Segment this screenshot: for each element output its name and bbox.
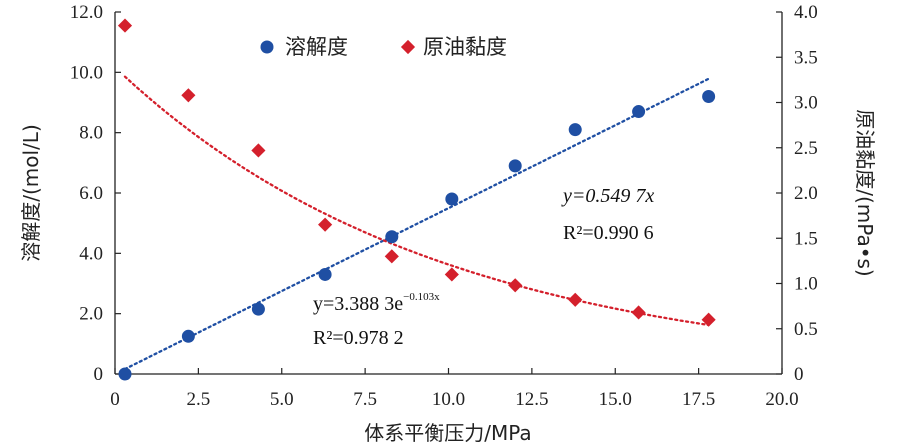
- solubility-point: [385, 230, 399, 244]
- x-tick-label: 0: [110, 389, 120, 410]
- exponential-fit-annotation: y=3.388 3e−0.103x R²=0.978 2: [313, 291, 440, 349]
- x-axis-label: 体系平衡压力/MPa: [364, 421, 531, 445]
- exponential-fit-line: [123, 75, 710, 327]
- x-tick-label: 2.5: [187, 389, 211, 410]
- solubility-point: [181, 329, 195, 343]
- exp-fit-equation: y=3.388 3e−0.103x: [313, 291, 440, 315]
- right-y-tick-label: 4.0: [794, 2, 818, 23]
- left-y-tick-label: 2.0: [79, 304, 103, 325]
- x-tick-label: 15.0: [599, 389, 632, 410]
- right-y-tick-label: 1.5: [794, 228, 818, 249]
- solubility-point: [702, 89, 716, 103]
- left-y-tick-label: 12.0: [70, 2, 103, 23]
- viscosity-point: [384, 249, 399, 264]
- left-y-tick-label: 6.0: [79, 183, 103, 204]
- chart-text: 体系平衡压力/MPa 溶解度/(mol/L) 原油黏度/(mPa•s) 溶解度 …: [19, 35, 877, 445]
- x-tick-label: 20.0: [765, 389, 798, 410]
- solubility-point: [568, 123, 582, 137]
- viscosity-point: [318, 217, 333, 232]
- x-tick-label: 12.5: [515, 389, 548, 410]
- left-y-tick-label: 0: [94, 364, 104, 385]
- right-y-tick-label: 0.5: [794, 319, 818, 340]
- solubility-point: [251, 302, 265, 316]
- right-y-tick-label: 3.0: [794, 93, 818, 114]
- solubility-point: [632, 105, 646, 119]
- right-y-tick-label: 1.0: [794, 274, 818, 295]
- left-y-tick-label: 10.0: [70, 62, 103, 83]
- linear-fit-equation: y=0.549 7x: [561, 185, 654, 207]
- x-tick-label: 17.5: [682, 389, 715, 410]
- exp-fit-base: y=3.388 3e: [313, 293, 403, 315]
- right-y-tick-label: 0: [794, 364, 804, 385]
- legend-marker-viscosity: [400, 39, 416, 55]
- legend-label-solubility: 溶解度: [285, 35, 348, 59]
- fit-lines: [123, 75, 710, 371]
- linear-fit-line: [123, 77, 710, 371]
- solubility-point: [118, 367, 132, 381]
- axes: 0 2.5 5.0 7.5 10.0 12.5 15.0 17.5 20.0 0 2.0 4.0 6.0…: [70, 2, 818, 410]
- solubility-point: [508, 159, 522, 173]
- right-y-axis-label: 原油黏度/(mPa•s): [853, 109, 877, 276]
- viscosity-point: [631, 305, 646, 320]
- legend-marker-solubility: [260, 40, 274, 54]
- right-y-tick-label: 2.0: [794, 183, 818, 204]
- left-y-tick-label: 8.0: [79, 123, 103, 144]
- viscosity-point: [444, 267, 459, 282]
- right-y-tick-label: 3.5: [794, 47, 818, 68]
- x-tick-label: 7.5: [353, 389, 377, 410]
- exp-fit-r2: R²=0.978 2: [313, 327, 404, 349]
- legend-label-viscosity: 原油黏度: [423, 35, 507, 59]
- viscosity-point: [568, 292, 583, 307]
- exp-fit-exponent: −0.103x: [403, 291, 440, 303]
- solubility-point: [445, 192, 459, 206]
- linear-fit-annotation: y=0.549 7x R²=0.990 6: [561, 185, 654, 244]
- linear-fit-r2: R²=0.990 6: [563, 222, 654, 244]
- viscosity-point: [508, 278, 523, 293]
- x-tick-label: 5.0: [270, 389, 294, 410]
- left-y-tick-label: 4.0: [79, 243, 103, 264]
- viscosity-point: [251, 143, 266, 158]
- left-y-axis-label: 溶解度/(mol/L): [19, 124, 43, 262]
- viscosity-point: [701, 312, 716, 327]
- right-y-tick-label: 2.5: [794, 138, 818, 159]
- legend: 溶解度 原油黏度: [260, 35, 507, 59]
- viscosity-point: [181, 88, 196, 103]
- viscosity-point: [117, 18, 133, 33]
- x-tick-label: 10.0: [432, 389, 465, 410]
- solubility-point: [318, 267, 332, 281]
